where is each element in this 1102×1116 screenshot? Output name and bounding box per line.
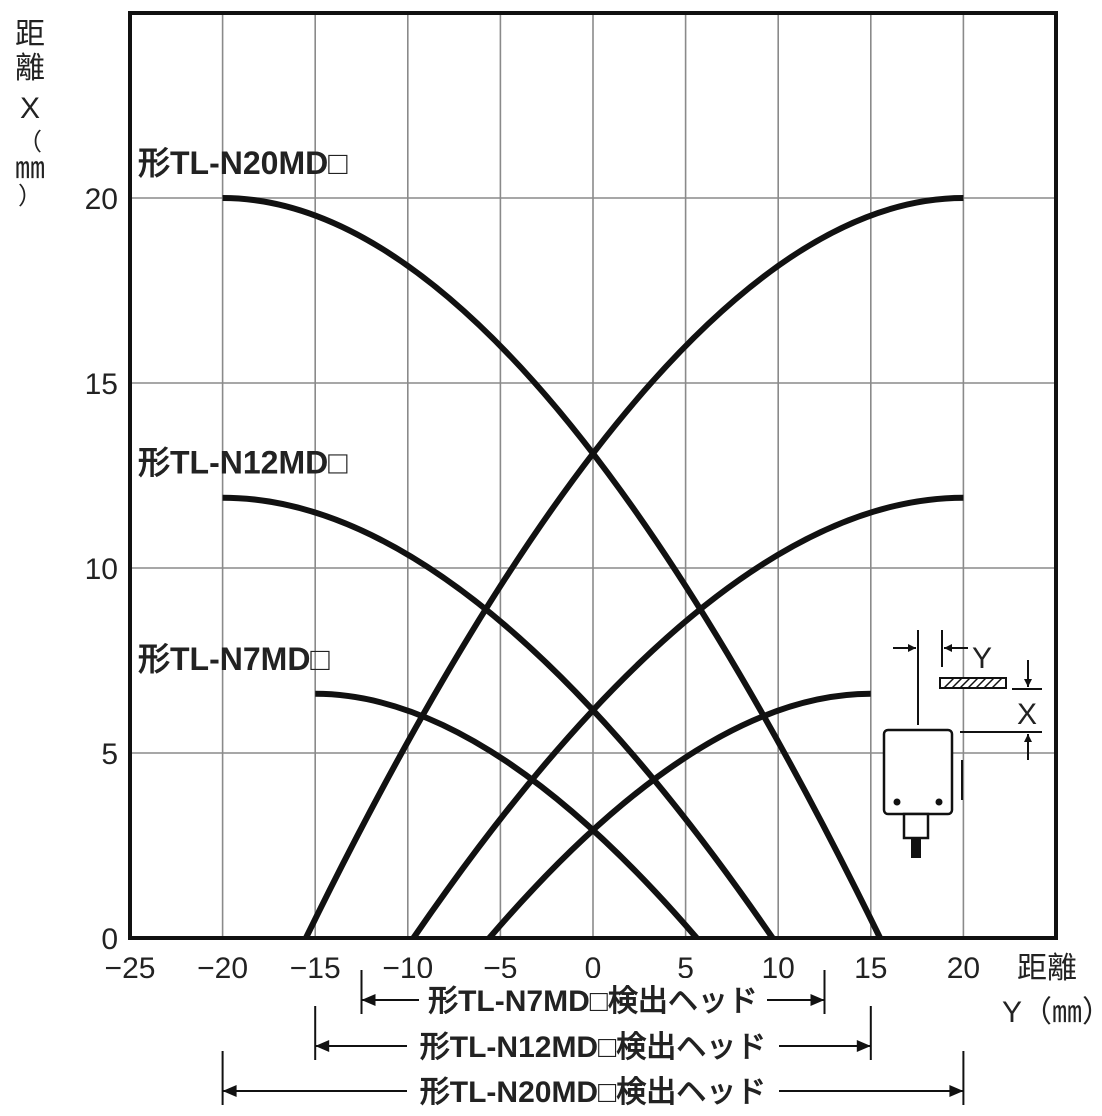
series-curve [222,195,883,940]
y-tick-label: 20 [85,183,118,216]
series-curve [315,690,699,940]
arrow-left [222,1085,237,1097]
y-axis-label-char: 離 [15,52,45,85]
x-tick-label: 0 [585,952,602,985]
arrow-right [810,994,825,1006]
label-backdrop [407,1024,779,1064]
arrow-left [315,1040,330,1052]
y-tick-label: 5 [101,738,118,771]
y-axis-label-char: ㎜ [15,152,45,185]
series-label: 形TL-N20MD□ [138,145,348,181]
y-axis-label-char: ） [18,183,42,210]
y-tick-label: 15 [85,368,118,401]
head-width-label: 形TL-N12MD□検出ヘッド [420,1031,766,1064]
y-tick-label: 0 [101,923,118,956]
series-label: 形TL-N7MD□ [138,641,330,677]
plot-frame [128,11,1058,940]
x-tick-label: −25 [105,952,156,985]
head-width-label: 形TL-N7MD□検出ヘッド [428,985,758,1018]
head-width-bar: 形TL-N12MD□検出ヘッド [314,1006,872,1064]
arrow-left [361,994,376,1006]
inset-y-label: Y [972,642,992,675]
x-tick-label: −15 [290,952,341,985]
x-axis-label-line2: Y（㎜） [1002,996,1102,1029]
y-axis-label: 距離X （㎜） [15,18,45,210]
series-curve [487,690,871,940]
y-axis-label-char: （ [18,129,42,156]
arrow-right [856,1040,871,1052]
inset-x-label: X [1017,698,1037,731]
y-tick-label: 10 [85,553,118,586]
series-label: 形TL-N12MD□ [138,445,348,481]
x-tick-label: −20 [197,952,248,985]
head-width-bar: 形TL-N20MD□検出ヘッド [221,1051,965,1109]
y-axis-label-char: X [20,92,40,125]
x-tick-label: 20 [947,952,980,985]
head-width-label: 形TL-N20MD□検出ヘッド [420,1076,766,1109]
x-tick-label: 5 [677,952,694,985]
series-curve [303,195,964,940]
sensor-head-diagram [882,630,1042,858]
x-tick-label: 10 [762,952,795,985]
arrow-right [949,1085,964,1097]
label-backdrop [419,978,767,1018]
x-axis-label-line1: 距離 [1017,952,1077,985]
x-tick-label: 15 [854,952,887,985]
y-axis-label-char: 距 [15,18,45,51]
series-curve [222,494,776,940]
label-backdrop [407,1069,779,1109]
head-width-bar: 形TL-N7MD□検出ヘッド [360,970,826,1018]
series-curve [410,494,964,940]
